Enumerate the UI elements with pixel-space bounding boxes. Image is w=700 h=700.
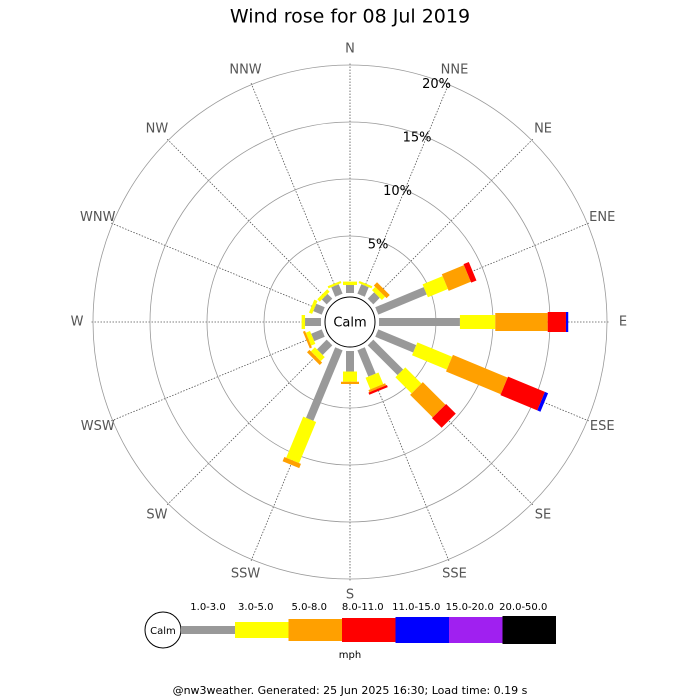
wind-bar	[302, 330, 312, 349]
wind-bar	[282, 456, 301, 469]
calm-label: Calm	[333, 316, 366, 331]
legend-swatch	[288, 619, 342, 641]
direction-label: NE	[534, 121, 552, 136]
direction-label: S	[346, 588, 354, 603]
wind-bar	[412, 342, 453, 370]
wind-bar	[422, 276, 448, 298]
wind-bar	[368, 383, 386, 393]
legend-label: 8.0-11.0	[342, 602, 384, 613]
wind-bar	[373, 282, 390, 299]
wind-bar	[316, 339, 333, 356]
direction-label: SW	[146, 508, 167, 523]
wind-bar	[305, 347, 343, 421]
legend-label: 1.0-3.0	[190, 602, 225, 613]
wind-bar	[286, 416, 317, 464]
wind-bar	[375, 287, 427, 315]
wind-bar	[305, 330, 316, 346]
direction-line	[250, 81, 340, 296]
legend-label: 15.0-20.0	[446, 602, 494, 613]
wind-bar	[308, 299, 318, 314]
y-tick-label: 10%	[383, 184, 412, 199]
direction-label: NNE	[441, 62, 469, 77]
y-tick-label: 15%	[403, 130, 432, 145]
direction-label: NW	[146, 121, 169, 136]
direction-line	[370, 137, 535, 302]
wind-bar	[327, 280, 342, 289]
wind-bar	[367, 339, 404, 376]
wind-bar	[367, 292, 380, 305]
legend-swatch	[342, 618, 396, 642]
wind-bar	[313, 303, 325, 315]
direction-line	[376, 222, 591, 312]
wind-bar	[358, 280, 373, 289]
wind-bar	[368, 384, 388, 395]
y-tick-label: 5%	[368, 237, 389, 252]
footer: @nw3weather. Generated: 25 Jun 2025 16:3…	[173, 684, 528, 697]
direction-label: SSW	[231, 567, 261, 582]
legend-label: 20.0-50.0	[499, 602, 547, 613]
wind-bar	[431, 403, 456, 428]
wind-bar	[317, 289, 330, 302]
direction-line	[165, 342, 330, 507]
legend-calm-label: Calm	[150, 626, 176, 637]
calm-circle	[324, 296, 376, 348]
wind-bar	[357, 347, 376, 377]
wind-bar	[311, 329, 325, 342]
direction-line	[109, 332, 324, 422]
direction-label: SSE	[442, 567, 467, 582]
wind-bar	[365, 372, 384, 390]
direction-line	[109, 222, 324, 312]
legend-title: mph	[339, 650, 361, 661]
wind-bar	[321, 293, 333, 305]
wind-bar	[357, 284, 369, 297]
direction-label: NNW	[229, 62, 261, 77]
legend-label: 5.0-8.0	[292, 602, 327, 613]
wind-bar	[500, 376, 545, 411]
wind-bar	[375, 329, 417, 353]
direction-label: ESE	[590, 419, 615, 434]
direction-label: W	[71, 315, 84, 330]
chart-title: Wind rose for 08 Jul 2019	[230, 6, 470, 28]
wind-bar	[331, 284, 343, 297]
wind-bar	[372, 286, 386, 300]
legend-swatch	[449, 617, 503, 643]
direction-line	[370, 342, 535, 507]
wind-bar	[307, 349, 323, 365]
grid-ring	[92, 64, 608, 580]
direction-label: E	[619, 315, 627, 330]
wind-bar	[463, 261, 477, 283]
legend-label: 3.0-5.0	[238, 602, 273, 613]
wind-bar	[441, 265, 471, 291]
wind-bar	[395, 367, 422, 394]
y-tick-label: 20%	[422, 77, 451, 92]
direction-line	[360, 348, 450, 563]
legend-swatch	[181, 626, 235, 634]
direction-label: WSW	[81, 419, 115, 434]
wind-bar	[537, 391, 549, 412]
direction-label: N	[345, 42, 355, 57]
legend-swatch	[395, 617, 449, 643]
direction-label: SE	[535, 508, 551, 523]
direction-label: ENE	[589, 210, 615, 225]
wind-bar	[310, 347, 325, 362]
wind-bar	[410, 382, 446, 418]
wind-bar	[446, 354, 508, 395]
legend-swatch	[502, 616, 556, 644]
direction-line	[165, 137, 330, 302]
direction-label: WNW	[80, 210, 116, 225]
legend-swatch	[235, 622, 289, 638]
legend-label: 11.0-15.0	[392, 602, 440, 613]
direction-line	[360, 81, 450, 296]
